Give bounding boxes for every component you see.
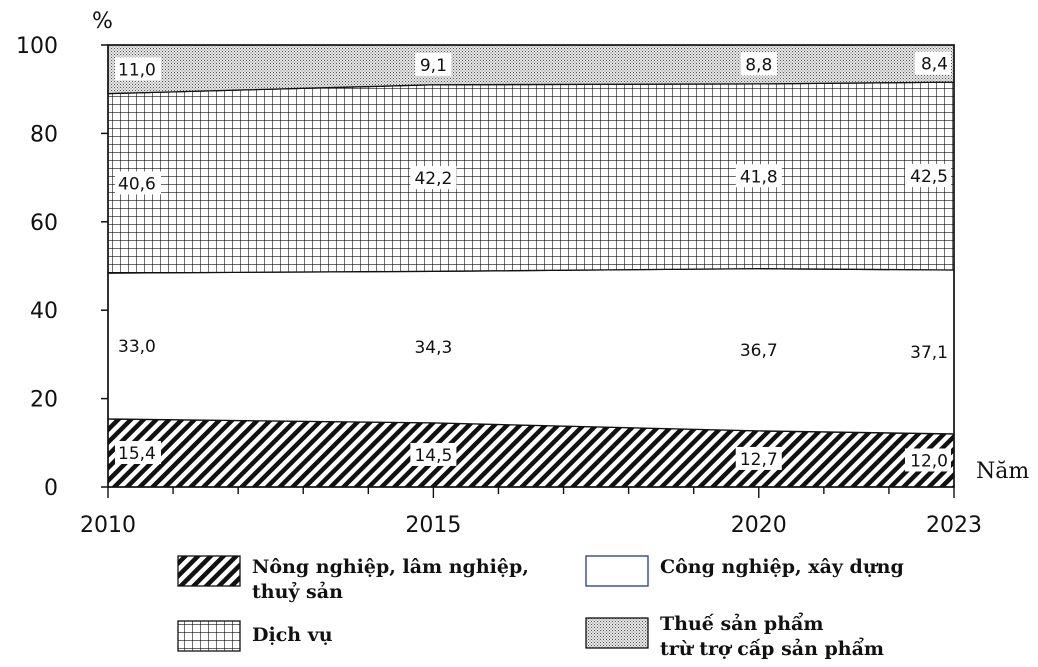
x-tick-label: 2020: [731, 513, 787, 538]
data-label-agri-2010: 15,4: [118, 444, 156, 464]
plot-frame: [107, 44, 955, 488]
data-label-agri-2020: 12,7: [740, 450, 778, 470]
data-label-industry-2010: 33,0: [118, 337, 156, 357]
data-labels: 15,4 14,5 12,7 12,0 33,0 34,3 36,7 37,1 40,6 42,2…: [115, 51, 951, 472]
x-tick-label: 2015: [405, 513, 461, 538]
axes: 0 20 40 60 80 100% 2010 2015 2020 2023 Năm: [16, 9, 1029, 538]
legend-swatch-service: [177, 620, 241, 652]
data-label-bg: [415, 52, 452, 76]
data-label-tax-2010: 11,0: [118, 60, 156, 80]
data-label-service-2020: 41,8: [740, 167, 778, 187]
area-service: [107, 81, 955, 274]
data-label-bg: [740, 52, 777, 76]
legend-item-tax: Thuế sản phẩm trừ trợ cấp sản phẩm: [585, 611, 884, 660]
data-label-bg: [115, 440, 161, 464]
legend-swatch-industry: [585, 555, 649, 587]
y-tick-label: 0: [44, 476, 58, 501]
x-tick-label: 2010: [80, 513, 136, 538]
data-label-bg: [905, 164, 951, 188]
legend-item-industry: Công nghiệp, xây dựng: [585, 555, 904, 587]
stacked-areas: [107, 44, 955, 488]
y-tick-label: 60: [30, 211, 58, 236]
data-label-industry-2015: 34,3: [414, 338, 452, 358]
data-label-tax-2020: 8,8: [745, 55, 772, 75]
data-label-bg: [410, 166, 457, 190]
data-label-agri-2023: 12,0: [910, 451, 948, 471]
legend: Nông nghiệp, lâm nghiệp, thuỷ sản Công ngh…: [177, 555, 904, 660]
data-label-bg: [410, 442, 457, 466]
data-label-industry-2023: 37,1: [910, 343, 948, 363]
data-label-agri-2015: 14,5: [414, 446, 452, 466]
data-label-service-2010: 40,6: [118, 174, 156, 194]
y-tick-label: 80: [30, 122, 58, 147]
data-label-bg: [915, 51, 951, 75]
data-label-bg: [905, 448, 951, 472]
legend-label-agri: Nông nghiệp, lâm nghiệp, thuỷ sản: [252, 556, 529, 603]
legend-label-tax: Thuế sản phẩm trừ trợ cấp sản phẩm: [660, 611, 884, 660]
data-label-bg: [735, 164, 782, 188]
area-industry: [107, 268, 955, 435]
y-unit-label: %: [92, 9, 113, 34]
legend-label-service: Dịch vụ: [252, 624, 333, 646]
data-label-service-2015: 42,2: [414, 169, 452, 189]
x-tick-label: 2023: [926, 513, 982, 538]
legend-label-industry: Công nghiệp, xây dựng: [660, 556, 904, 578]
x-axis-title: Năm: [976, 459, 1029, 484]
y-tick-label: 20: [30, 388, 58, 413]
data-label-tax-2023: 8,4: [921, 55, 948, 75]
y-tick-label: 40: [30, 299, 58, 324]
legend-item-service: Dịch vụ: [177, 620, 333, 652]
data-label-bg: [115, 57, 161, 81]
data-label-bg: [735, 446, 782, 470]
legend-swatch-agri: [177, 555, 241, 587]
legend-item-agri: Nông nghiệp, lâm nghiệp, thuỷ sản: [177, 555, 529, 603]
data-label-service-2023: 42,5: [910, 167, 948, 187]
data-label-industry-2020: 36,7: [740, 341, 778, 361]
legend-swatch-tax: [585, 617, 649, 649]
data-label-tax-2015: 9,1: [420, 56, 447, 76]
data-label-bg: [115, 171, 161, 195]
y-tick-label: 100: [16, 34, 58, 59]
